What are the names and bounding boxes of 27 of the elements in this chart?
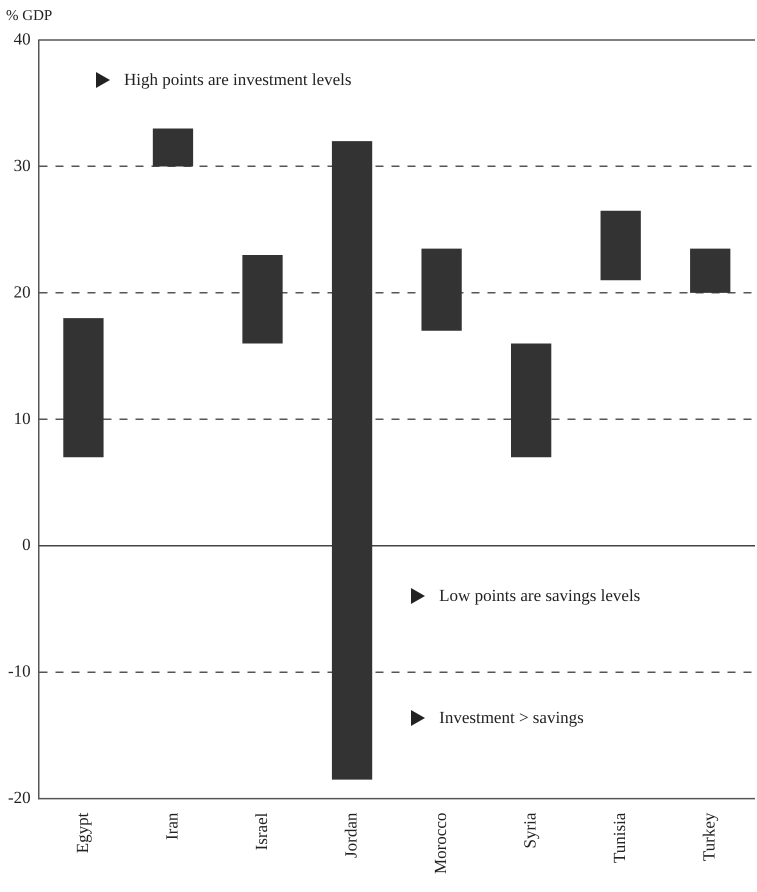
- y-tick-label: -20: [8, 788, 31, 808]
- annotation: High points are investment levels: [124, 70, 352, 90]
- y-tick-label: 40: [14, 29, 31, 48]
- bar: [332, 141, 372, 780]
- x-tick-label: Egypt: [72, 812, 92, 854]
- annotation: Low points are savings levels: [439, 586, 640, 606]
- annotation: Investment > savings: [439, 708, 584, 728]
- bar: [242, 254, 283, 344]
- bar: [510, 343, 552, 458]
- bar: [63, 318, 104, 458]
- x-tick-label: Tunisia: [610, 812, 630, 864]
- y-axis-title: % GDP: [6, 8, 52, 24]
- y-tick-label: -10: [8, 662, 31, 681]
- bar: [600, 210, 641, 280]
- y-tick-label: 10: [14, 408, 31, 428]
- y-tick-label: 20: [14, 282, 31, 302]
- bar: [690, 248, 730, 293]
- x-tick-label: Israel: [252, 812, 271, 850]
- y-tick-label: 0: [22, 535, 31, 554]
- x-tick-label: Turkey: [700, 812, 719, 862]
- bar: [152, 128, 194, 166]
- x-tick-label: Iran: [162, 812, 182, 840]
- bar: [421, 248, 462, 331]
- y-tick-label: 30: [14, 156, 31, 175]
- x-tick-label: Morocco: [431, 812, 450, 874]
- x-tick-label: Jordan: [342, 812, 361, 858]
- x-tick-label: Syria: [520, 812, 540, 849]
